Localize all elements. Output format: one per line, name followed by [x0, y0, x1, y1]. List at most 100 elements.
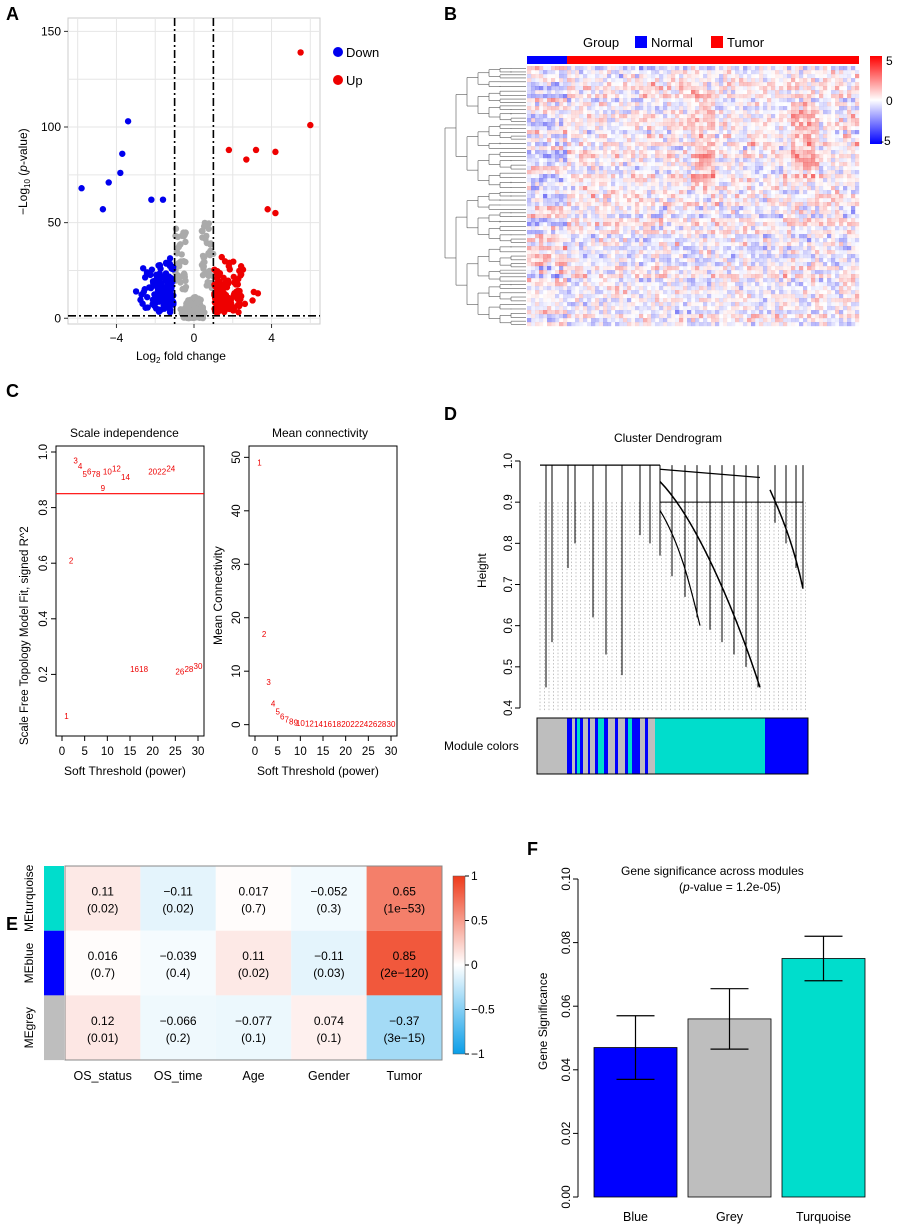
- heatmap-cell: [655, 222, 660, 227]
- down-point: [166, 308, 174, 316]
- heatmap-cell: [735, 222, 740, 227]
- heatmap-cell: [823, 178, 828, 183]
- heatmap-cell: [731, 86, 736, 91]
- heatmap-cell: [663, 258, 668, 263]
- heatmap-cell: [699, 230, 704, 235]
- ns-point: [196, 309, 203, 316]
- heatmap-cell: [787, 170, 792, 175]
- heatmap-cell: [543, 94, 548, 99]
- heatmap-cell: [719, 126, 724, 131]
- heatmap-cell: [659, 110, 664, 115]
- heatmap-cell: [683, 118, 688, 123]
- heatmap-cell: [819, 66, 824, 71]
- heatmap-cell: [787, 178, 792, 183]
- heatmap-cell: [755, 142, 760, 147]
- heatmap-cell: [615, 130, 620, 135]
- heatmap-cell: [787, 258, 792, 263]
- heatmap-cell: [619, 158, 623, 162]
- heatmap-cell: [551, 254, 555, 258]
- heatmap-cell: [623, 114, 628, 119]
- heatmap-cell: [839, 202, 844, 207]
- heatmap-cell: [731, 166, 736, 171]
- heatmap-cell: [675, 178, 680, 183]
- down-point: [166, 255, 174, 262]
- heatmap-cell: [683, 70, 688, 75]
- heatmap-cell: [599, 198, 604, 203]
- heatmap-cell: [695, 242, 699, 246]
- heatmap-cell: [831, 190, 835, 194]
- heatmap-cell: [823, 146, 828, 151]
- heatmap-cell: [783, 90, 788, 95]
- heatmap-cell: [807, 78, 812, 83]
- heatmap-cell: [747, 114, 752, 119]
- heatmap-cell: [715, 102, 720, 107]
- heatmap-cell: [607, 242, 612, 247]
- heatmap-cell: [607, 90, 612, 95]
- heatmap-cell: [779, 210, 783, 214]
- heatmap-cell: [799, 222, 804, 227]
- heatmap-cell: [595, 198, 600, 203]
- heatmap-cell: [595, 234, 600, 239]
- heatmap-cell: [563, 122, 568, 127]
- heatmap-cell: [791, 154, 796, 159]
- heatmap-cell: [547, 98, 552, 103]
- heatmap-cell: [847, 170, 852, 175]
- heatmap-cell: [735, 142, 740, 147]
- heatmap-cell: [655, 158, 660, 163]
- heatmap-cell: [587, 226, 591, 230]
- heatmap-cell: [779, 142, 784, 147]
- heatmap-cell: [715, 178, 719, 182]
- heatmap-cell: [795, 162, 800, 167]
- heatmap-cell: [655, 238, 660, 243]
- heatmap-cell: [539, 222, 544, 227]
- heatmap-cell: [639, 130, 644, 135]
- heatmap-cell: [763, 142, 768, 147]
- heatmap-cell: [555, 250, 560, 255]
- heatmap-cell: [595, 250, 600, 255]
- heatmap-cell: [531, 202, 536, 207]
- heatmap-cell: [691, 78, 696, 83]
- heatmap-cell: [567, 254, 572, 259]
- heatmap-cell: [855, 194, 859, 198]
- heatmap-cell: [703, 98, 708, 103]
- heatmap-cell: [711, 166, 716, 171]
- heatmap-cell: [591, 102, 596, 107]
- heatmap-cell: [663, 250, 668, 255]
- heatmap-cell: [627, 210, 632, 215]
- heatmap-cell: [855, 250, 859, 254]
- heatmap-cell: [615, 154, 620, 159]
- heatmap-cell: [555, 106, 560, 111]
- heatmap-cell: [759, 222, 764, 227]
- heatmap-cell: [819, 162, 824, 167]
- heatmap-cell: [703, 70, 708, 75]
- heatmap-cell: [583, 154, 588, 159]
- heatmap-cell: [767, 170, 772, 175]
- heatmap-cell: [759, 126, 764, 131]
- heatmap-cell: [635, 86, 640, 91]
- heatmap-cell: [783, 178, 788, 183]
- heatmap-cell: [651, 214, 656, 219]
- heatmap-cell: [579, 210, 584, 215]
- heatmap-cell: [639, 138, 644, 143]
- heatmap-cell: [683, 86, 688, 91]
- heatmap-cell: [727, 134, 732, 139]
- heatmap-cell: [759, 206, 764, 211]
- heatmap-cell: [531, 122, 536, 127]
- heatmap-cell: [823, 218, 827, 222]
- heatmap-cell: [595, 218, 600, 223]
- heatmap-cell: [619, 214, 624, 219]
- heatmap-cell: [739, 186, 743, 190]
- up-point: [213, 309, 220, 316]
- heatmap-cell: [779, 174, 784, 179]
- heatmap-cell: [839, 70, 844, 75]
- heatmap-cell: [547, 150, 552, 155]
- heatmap-cell: [711, 234, 716, 239]
- heatmap-cell: [591, 150, 596, 155]
- heatmap-cell: [715, 226, 720, 231]
- heatmap-cell: [715, 174, 720, 179]
- heatmap-cell: [655, 254, 660, 259]
- heatmap-cell: [647, 178, 652, 183]
- heatmap-cell: [771, 78, 776, 83]
- heatmap-cell: [611, 222, 616, 227]
